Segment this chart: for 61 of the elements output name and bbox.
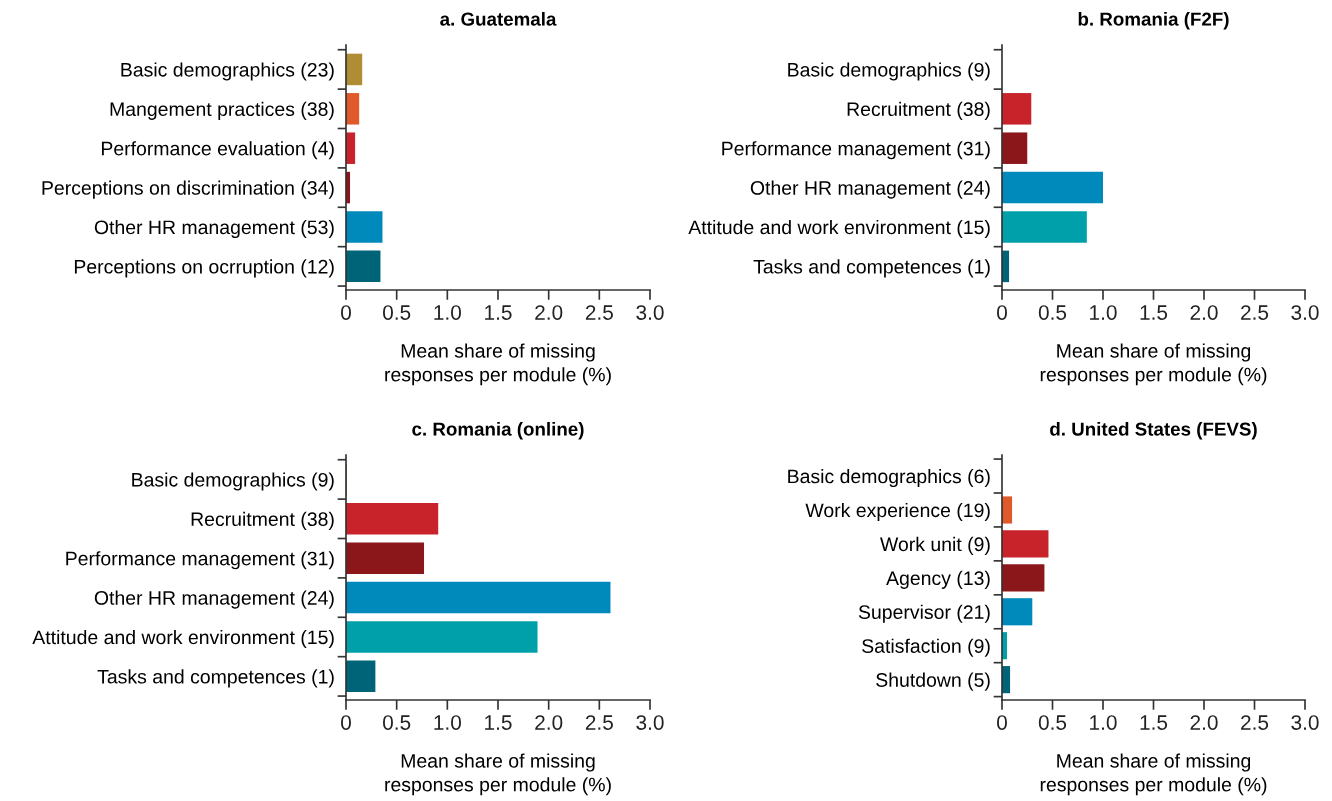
y-tick-label: Basic demographics (23) — [121, 62, 334, 81]
x-tick-label: 2.0 — [535, 715, 563, 730]
x-axis-title: Mean share of missing responses per module (%) — [1040, 343, 1267, 386]
x-tick-label: 0.5 — [1038, 715, 1067, 730]
y-tick-label: Other HR management (24) — [750, 180, 990, 199]
x-tick-label: 2.5 — [585, 305, 613, 320]
y-tick-label: Work unit (9) — [880, 536, 990, 555]
x-axis-title: Mean share of missing responses per module (%) — [385, 343, 611, 386]
x-tick-label: 0.5 — [383, 305, 411, 320]
y-tick-label: Other HR management (53) — [94, 219, 334, 239]
x-tick-label: 2.5 — [1241, 715, 1269, 730]
y-tick-label: Basic demographics (6) — [788, 468, 990, 488]
chart-title: c. Romania (online) — [412, 421, 584, 440]
y-tick-label: Satisfaction (9) — [862, 638, 990, 657]
x-tick-label: 1.0 — [434, 715, 461, 730]
y-tick-label: Perceptions on discrimination (34) — [42, 180, 334, 199]
x-tick-label: 2.0 — [535, 305, 563, 320]
y-tick-label: Shutdown (5) — [876, 672, 990, 691]
x-tick-label: 0 — [341, 305, 351, 320]
y-tick-label: Recruitment (38) — [191, 511, 334, 530]
x-tick-label: 0 — [341, 715, 351, 730]
y-tick-label: Basic demographics (9) — [788, 62, 990, 81]
x-tick-label: 1.5 — [1140, 305, 1168, 320]
y-tick-label: Performance evaluation (4) — [101, 141, 334, 160]
x-tick-label: 2.5 — [1241, 305, 1269, 320]
y-tick-label: Performance management (31) — [722, 141, 990, 160]
x-tick-label: 2.0 — [1190, 715, 1218, 730]
x-tick-label: 3.0 — [1291, 715, 1319, 730]
chart-title: b. Romania (F2F) — [1078, 11, 1229, 30]
x-tick-label: 3.0 — [1291, 305, 1319, 320]
y-tick-label: Supervisor (21) — [858, 604, 990, 623]
x-tick-label: 1.0 — [1090, 305, 1117, 320]
x-tick-label: 3.0 — [636, 715, 664, 730]
y-tick-label: Perceptions on ocrruption (12) — [74, 259, 334, 278]
x-tick-label: 0.5 — [383, 715, 411, 730]
chart-title: a. Guatemala — [440, 11, 557, 26]
x-axis-title: Mean share of missing responses per module (%) — [385, 753, 611, 796]
x-tick-label: 0 — [997, 305, 1007, 320]
y-tick-label: Mangement practices (38) — [110, 101, 334, 120]
x-tick-label: 1.5 — [485, 715, 512, 730]
x-tick-label: 1.5 — [485, 305, 512, 320]
y-tick-label: Attitude and work environment (15) — [32, 629, 334, 649]
y-tick-label: Recruitment (38) — [847, 101, 990, 120]
y-tick-label: Tasks and competences (1) — [97, 669, 334, 688]
x-tick-label: 0.5 — [1038, 305, 1067, 320]
x-tick-label: 0 — [997, 715, 1007, 730]
x-axis-title: Mean share of missing responses per module (%) — [1040, 753, 1267, 796]
x-tick-label: 1.0 — [434, 305, 461, 320]
x-tick-label: 2.5 — [585, 715, 613, 730]
x-tick-label: 1.0 — [1090, 715, 1117, 730]
x-tick-label: 2.0 — [1190, 305, 1218, 320]
y-tick-label: Agency (13) — [886, 570, 990, 589]
x-tick-label: 3.0 — [636, 305, 664, 320]
x-tick-label: 1.5 — [1140, 715, 1168, 730]
y-tick-label: Tasks and competences (1) — [753, 259, 990, 278]
y-tick-label: Other HR management (24) — [94, 590, 334, 609]
y-tick-label: Work experience (19) — [805, 502, 990, 522]
chart-title: d. United States (FEVS) — [1050, 421, 1257, 440]
y-tick-label: Performance management (31) — [66, 551, 334, 570]
y-tick-label: Basic demographics (9) — [132, 472, 334, 491]
y-tick-label: Attitude and work environment (15) — [688, 219, 990, 239]
